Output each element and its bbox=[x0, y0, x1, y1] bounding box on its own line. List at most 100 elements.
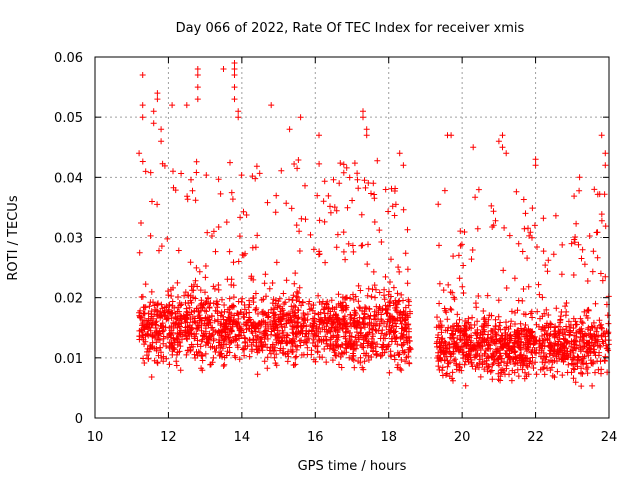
data-point bbox=[528, 348, 535, 355]
data-point bbox=[511, 339, 518, 346]
data-point bbox=[473, 330, 480, 337]
data-point bbox=[293, 293, 300, 300]
data-point bbox=[237, 214, 244, 221]
data-point bbox=[565, 361, 572, 368]
data-point bbox=[292, 331, 299, 338]
x-tick-label: 14 bbox=[234, 430, 251, 445]
data-point bbox=[291, 280, 298, 287]
data-point bbox=[525, 283, 532, 290]
data-point bbox=[152, 306, 159, 313]
data-point bbox=[243, 326, 250, 333]
data-point bbox=[436, 354, 443, 361]
data-point bbox=[136, 150, 143, 157]
data-point bbox=[379, 344, 386, 351]
data-point bbox=[516, 336, 523, 343]
data-point bbox=[214, 316, 221, 323]
data-point bbox=[254, 349, 261, 356]
data-point bbox=[520, 286, 527, 292]
data-point bbox=[329, 357, 336, 364]
data-point bbox=[297, 114, 304, 121]
data-point bbox=[292, 319, 299, 326]
data-point bbox=[483, 339, 490, 346]
data-point bbox=[477, 373, 484, 380]
data-point bbox=[481, 366, 488, 373]
data-point bbox=[467, 347, 474, 354]
data-point bbox=[387, 313, 394, 320]
data-point bbox=[387, 328, 394, 335]
data-point bbox=[544, 365, 550, 372]
data-point bbox=[200, 333, 207, 340]
data-point bbox=[202, 289, 208, 296]
data-point bbox=[554, 358, 560, 365]
data-point bbox=[561, 356, 568, 363]
data-point bbox=[584, 278, 591, 284]
data-point bbox=[153, 318, 160, 325]
data-point bbox=[230, 294, 237, 301]
data-point bbox=[368, 293, 375, 300]
data-point bbox=[340, 169, 347, 176]
data-point bbox=[506, 371, 512, 378]
data-point bbox=[335, 343, 342, 350]
data-point bbox=[291, 309, 298, 316]
data-point bbox=[594, 325, 601, 331]
data-point bbox=[405, 302, 412, 309]
data-point bbox=[168, 323, 175, 330]
data-point bbox=[184, 347, 191, 354]
data-point bbox=[228, 189, 235, 196]
data-point bbox=[309, 340, 316, 346]
data-point bbox=[529, 205, 536, 212]
data-point bbox=[342, 335, 349, 342]
data-point bbox=[342, 302, 349, 309]
data-point bbox=[231, 66, 238, 72]
data-point bbox=[316, 321, 323, 328]
data-point bbox=[340, 229, 347, 236]
data-point bbox=[321, 178, 328, 185]
data-point bbox=[175, 294, 181, 300]
data-point bbox=[158, 322, 165, 329]
data-point bbox=[226, 309, 233, 316]
data-point bbox=[533, 321, 540, 328]
data-point bbox=[399, 334, 406, 341]
data-point bbox=[248, 275, 255, 282]
data-point bbox=[262, 341, 269, 348]
data-point bbox=[524, 364, 531, 370]
data-point bbox=[549, 359, 556, 366]
data-point bbox=[511, 275, 518, 282]
data-point bbox=[250, 336, 257, 343]
data-point bbox=[332, 327, 339, 334]
data-point bbox=[551, 374, 558, 381]
data-point bbox=[246, 353, 253, 360]
chart-title: Day 066 of 2022, Rate Of TEC Index for r… bbox=[176, 21, 525, 36]
data-point bbox=[243, 319, 250, 326]
data-point bbox=[142, 281, 149, 288]
data-point bbox=[345, 341, 352, 347]
data-point bbox=[156, 337, 163, 343]
data-point bbox=[381, 332, 388, 338]
data-point bbox=[497, 377, 504, 384]
data-point bbox=[225, 321, 232, 328]
data-point bbox=[160, 353, 167, 360]
data-point bbox=[197, 287, 204, 294]
data-point bbox=[170, 346, 177, 353]
data-point bbox=[158, 126, 165, 133]
data-point bbox=[199, 367, 206, 374]
data-point bbox=[515, 240, 522, 247]
data-point bbox=[450, 253, 457, 260]
data-point bbox=[506, 232, 513, 239]
data-point bbox=[347, 319, 354, 326]
data-point bbox=[396, 268, 403, 275]
data-point bbox=[210, 337, 217, 344]
data-point bbox=[194, 283, 201, 290]
data-point bbox=[338, 364, 345, 371]
data-point bbox=[555, 323, 562, 330]
data-point bbox=[289, 297, 296, 304]
data-point bbox=[515, 373, 522, 380]
data-point bbox=[176, 339, 183, 346]
data-point bbox=[188, 176, 194, 183]
data-point bbox=[394, 364, 401, 371]
data-point bbox=[398, 291, 405, 298]
data-point bbox=[381, 349, 388, 356]
data-point bbox=[457, 228, 464, 235]
data-point bbox=[321, 317, 328, 323]
data-point bbox=[579, 320, 586, 327]
